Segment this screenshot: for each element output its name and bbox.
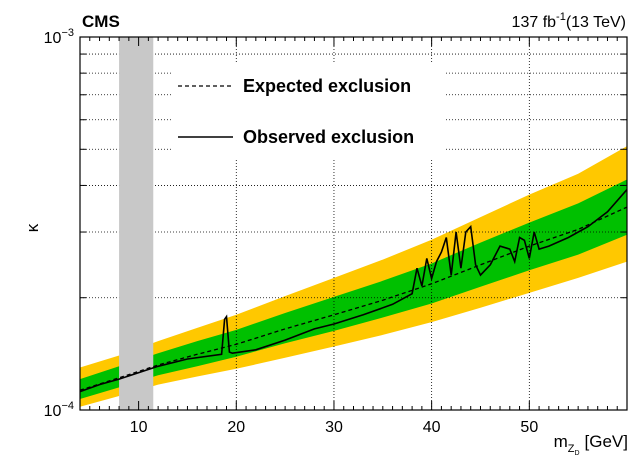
x-tick-label: 20 (227, 419, 245, 436)
legend-observed-label: Observed exclusion (243, 127, 414, 147)
lines-layer (80, 188, 627, 393)
y-axis-title: κ (23, 223, 42, 232)
observed-exclusion-line (80, 188, 627, 393)
luminosity-unit-exponent: -1 (556, 11, 566, 23)
y-tick-label-base: 10 (44, 30, 62, 47)
excluded-region (119, 37, 154, 410)
legend-box (172, 62, 444, 158)
y-tick-label: 10−4 (44, 400, 74, 420)
legend-expected-label: Expected exclusion (243, 76, 411, 96)
x-tick-label: 10 (130, 419, 148, 436)
y-tick-label: 10−3 (44, 27, 74, 47)
legend: Expected exclusion Observed exclusion (172, 62, 444, 158)
y-tick-label-exponent: −4 (61, 400, 74, 412)
expected-exclusion-line (80, 206, 627, 391)
luminosity-value: 137 fb (512, 14, 557, 31)
y-tick-label-base: 10 (44, 403, 62, 420)
experiment-label: CMS (82, 12, 120, 31)
luminosity-energy: (13 TeV) (566, 14, 626, 31)
x-tick-label: 40 (423, 419, 441, 436)
x-axis-subsubscript: D (574, 450, 579, 457)
x-tick-label: 30 (325, 419, 343, 436)
x-axis-title: mZD [GeV] (554, 432, 628, 457)
x-axis-subscript: Z (568, 443, 575, 455)
luminosity-label: 137 fb-1(13 TeV) (512, 11, 626, 31)
band-1sigma (80, 179, 627, 399)
x-tick-label: 50 (520, 419, 538, 436)
bands-layer (80, 146, 627, 407)
x-axis-symbol: m (554, 432, 568, 451)
x-axis-unit: [GeV] (585, 432, 628, 451)
y-tick-label-exponent: −3 (61, 27, 74, 39)
